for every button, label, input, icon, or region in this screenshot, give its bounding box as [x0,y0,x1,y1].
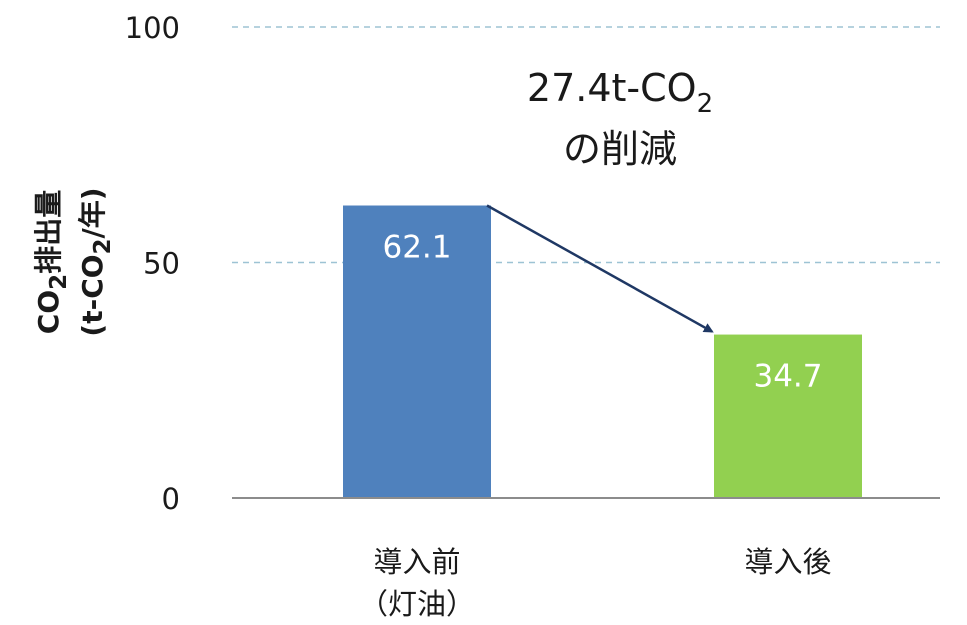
gridlines [232,26,940,264]
reduction-amount: 27.4t-CO2 [527,66,713,119]
x-category-label: （灯油） [359,587,475,621]
reduction-annotation: 27.4t-CO2 の削減 [527,66,713,171]
x-category-label: 導入前 [373,545,460,579]
bars [343,205,862,498]
data-label: 34.7 [753,359,822,395]
y-axis-title: CO2排出量 (t-CO2/年) [32,187,116,336]
bar-2 [714,334,862,498]
reduction-caption: の削減 [563,127,677,171]
x-category-label: 導入後 [744,545,831,579]
labels: 0 50 100 62.1 導入前 （灯油） 34.7 導入後 [125,11,832,621]
y-axis-title-line2: (t-CO2/年) [76,187,116,336]
y-axis-title-line1: CO2排出量 [32,190,72,334]
bar-1 [343,205,491,498]
data-label: 62.1 [382,230,451,266]
y-tick-label: 0 [162,482,180,516]
y-tick-label: 50 [143,247,180,281]
y-tick-label: 100 [125,11,180,45]
reduction-arrow [486,204,714,333]
